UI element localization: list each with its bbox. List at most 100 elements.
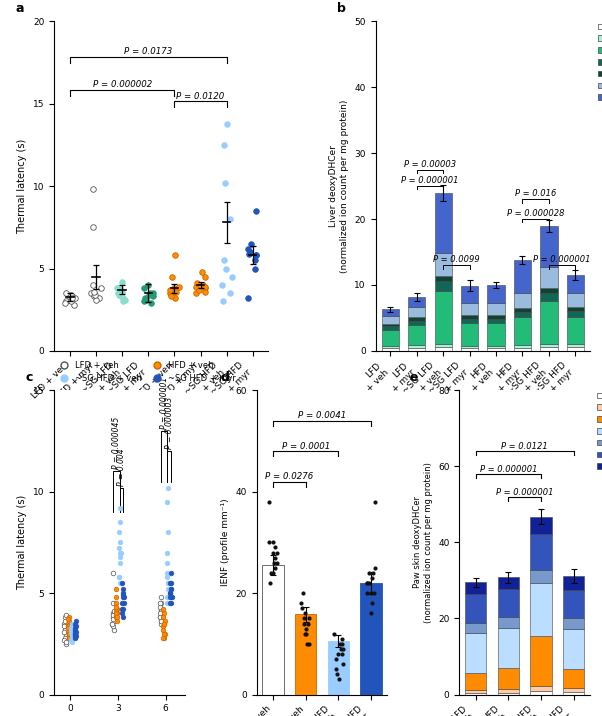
- Point: [166, 567, 176, 579]
- Point: [118, 296, 128, 307]
- Point: [300, 628, 310, 639]
- Point: [118, 611, 128, 623]
- Text: P = 0.000001: P = 0.000001: [533, 255, 591, 264]
- Point: [67, 624, 77, 635]
- Point: [118, 604, 128, 615]
- Point: [200, 271, 209, 282]
- Point: [368, 567, 377, 579]
- Point: [225, 287, 235, 299]
- Point: [268, 547, 278, 558]
- Bar: [541, 344, 557, 347]
- Point: [220, 177, 230, 188]
- Bar: [465, 693, 486, 695]
- Text: P = 0.000045: P = 0.000045: [112, 417, 121, 470]
- Point: [88, 184, 98, 195]
- Point: [63, 620, 73, 632]
- Point: [244, 248, 253, 259]
- Point: [61, 609, 70, 621]
- Point: [167, 591, 176, 603]
- Point: [60, 620, 69, 632]
- Point: [200, 283, 210, 294]
- Bar: [563, 576, 585, 589]
- Point: [300, 608, 309, 619]
- Bar: [530, 637, 551, 686]
- Point: [199, 279, 208, 291]
- Point: [302, 623, 311, 634]
- Bar: [361, 583, 382, 695]
- Point: [61, 628, 70, 639]
- Point: [115, 283, 125, 294]
- Point: [165, 577, 175, 589]
- Bar: [567, 316, 584, 344]
- Point: [155, 611, 165, 623]
- Point: [366, 587, 376, 599]
- Bar: [541, 301, 557, 344]
- Point: [155, 597, 165, 609]
- Point: [116, 547, 125, 558]
- Point: [67, 628, 77, 639]
- Point: [114, 287, 123, 299]
- Point: [112, 604, 122, 615]
- Point: [364, 567, 373, 579]
- Point: [166, 287, 175, 299]
- Bar: [488, 304, 504, 315]
- Point: [251, 250, 261, 261]
- Bar: [514, 345, 531, 347]
- Bar: [435, 281, 452, 291]
- Bar: [514, 312, 531, 317]
- Point: [120, 294, 130, 306]
- Point: [166, 584, 175, 595]
- Point: [115, 557, 125, 569]
- Legend: m18:0/16:0, m18:0/18:0, m18:0/20:0, m18:0/22:0, m18:0/23:0, m18:0/24:0, m18:0/24: m18:0/16:0, m18:0/18:0, m18:0/20:0, m18:…: [597, 391, 602, 471]
- Bar: [408, 307, 425, 317]
- Point: [71, 630, 81, 642]
- Point: [143, 279, 152, 291]
- Point: [60, 618, 69, 629]
- Point: [337, 638, 347, 649]
- Point: [250, 254, 260, 266]
- Point: [220, 254, 229, 266]
- Text: P = 0.004: P = 0.004: [117, 448, 126, 485]
- Point: [90, 289, 100, 301]
- Bar: [465, 673, 486, 690]
- Bar: [461, 319, 478, 323]
- Bar: [465, 690, 486, 693]
- Point: [67, 618, 76, 629]
- Point: [145, 287, 155, 299]
- Point: [367, 597, 377, 609]
- Point: [251, 205, 261, 216]
- Point: [335, 674, 344, 685]
- Bar: [514, 260, 531, 293]
- Point: [64, 616, 74, 627]
- Bar: [567, 344, 584, 347]
- Point: [158, 624, 168, 635]
- Point: [156, 608, 166, 619]
- Point: [107, 618, 117, 629]
- Point: [147, 297, 157, 309]
- Point: [108, 567, 118, 579]
- Bar: [567, 311, 584, 316]
- Point: [60, 611, 70, 623]
- Bar: [498, 692, 519, 695]
- Point: [166, 597, 175, 609]
- Point: [96, 283, 106, 294]
- Y-axis label: Liver deoxyDHCer
(normalized ion count per mg protein): Liver deoxyDHCer (normalized ion count p…: [329, 100, 349, 273]
- Point: [370, 562, 380, 574]
- Bar: [563, 629, 585, 669]
- Point: [155, 601, 165, 613]
- Point: [160, 628, 169, 639]
- Point: [70, 624, 80, 635]
- Point: [221, 263, 231, 274]
- Bar: [541, 288, 557, 293]
- Legend: m18:0/18:0, m18:0/20:0, m18:0/22:0, m18:0/22:1, m18:0/23:0, m18:0/24:0, m18:0/24: m18:0/18:0, m18:0/20:0, m18:0/22:0, m18:…: [598, 22, 602, 102]
- Bar: [465, 594, 486, 624]
- Point: [197, 266, 206, 278]
- Bar: [382, 324, 399, 326]
- Point: [63, 621, 72, 634]
- Point: [251, 250, 261, 261]
- Point: [119, 292, 128, 304]
- Bar: [408, 321, 425, 325]
- Text: d: d: [220, 371, 229, 384]
- Point: [268, 567, 278, 579]
- Point: [117, 577, 127, 589]
